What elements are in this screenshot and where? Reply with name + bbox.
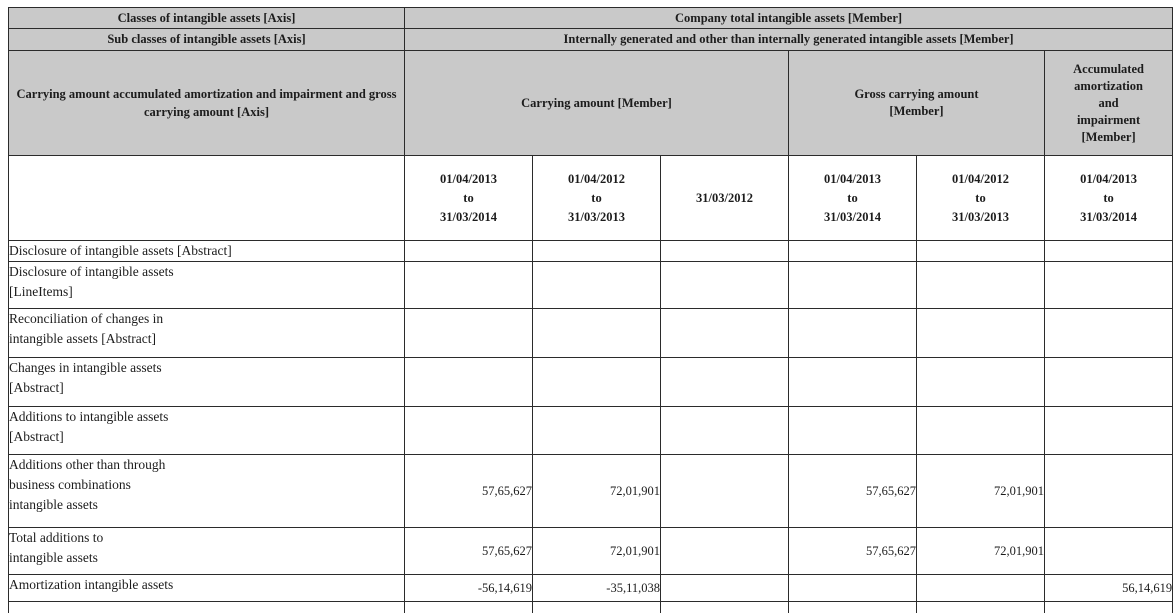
table-row: Disclosure of intangible assets [Abstrac… <box>8 240 1173 262</box>
value-cell: 56,14,619 <box>1043 574 1173 602</box>
internally-generated-member-label: Internally generated and other than inte… <box>403 28 1173 51</box>
row-label-cell: Reconciliation of changes in intangible … <box>8 308 405 358</box>
value-cell <box>788 406 917 455</box>
value-cell <box>660 601 789 613</box>
intangible-assets-disclosure-table: Classes of intangible assets [Axis] Comp… <box>8 7 1173 613</box>
value-cell <box>660 406 789 455</box>
header-row-periods: 01/04/2013 to 31/03/2014 01/04/2012 to 3… <box>8 155 1173 241</box>
value-cell <box>404 261 533 309</box>
value-cell <box>532 601 661 613</box>
period-header: 31/03/2012 <box>660 155 789 241</box>
table-row: Amortization intangible assets -56,14,61… <box>8 574 1173 602</box>
accumulated-amortization-member-label: Accumulated amortization and impairment … <box>1043 50 1173 156</box>
row-label-cell: Disclosure of intangible assets [LineIte… <box>8 261 405 309</box>
value-cell <box>1043 406 1173 455</box>
value-cell <box>788 574 917 602</box>
row-label-cell: Additions to intangible assets [Abstract… <box>8 406 405 455</box>
value-cell <box>916 574 1045 602</box>
value-cell <box>1043 240 1173 262</box>
value-cell <box>660 357 789 407</box>
value-cell <box>1043 527 1173 575</box>
table-row: Reconciliation of changes in intangible … <box>8 308 1173 358</box>
table-row: Total additions to intangible assets 57,… <box>8 527 1173 575</box>
value-cell <box>1043 261 1173 309</box>
value-cell <box>788 357 917 407</box>
row-label-cell: Disclosure of intangible assets [Abstrac… <box>8 240 405 262</box>
value-cell <box>788 240 917 262</box>
value-cell <box>916 240 1045 262</box>
value-cell <box>404 240 533 262</box>
table-row: Disclosure of intangible assets [LineIte… <box>8 261 1173 309</box>
value-cell <box>916 261 1045 309</box>
header-row-classes-axis: Classes of intangible assets [Axis] Comp… <box>8 7 1173 29</box>
value-cell: 57,65,627 <box>788 527 917 575</box>
value-cell <box>660 240 789 262</box>
value-cell <box>532 406 661 455</box>
table-row: Changes in intangible assets [Abstract] <box>8 357 1173 407</box>
period-header: 01/04/2012 to 31/03/2013 <box>916 155 1045 241</box>
value-cell: 57,65,627 <box>404 454 533 528</box>
value-cell <box>788 308 917 358</box>
value-cell <box>1043 308 1173 358</box>
subclasses-axis-label: Sub classes of intangible assets [Axis] <box>8 28 405 51</box>
header-row-measure-axis: Carrying amount accumulated amortization… <box>8 50 1173 156</box>
value-cell: 57,65,627 <box>788 454 917 528</box>
row-label-cell: Amortization intangible assets <box>8 574 405 602</box>
value-cell: 72,01,901 <box>916 527 1045 575</box>
value-cell <box>404 357 533 407</box>
value-cell <box>532 357 661 407</box>
row-label-cell <box>8 601 405 613</box>
period-header: 01/04/2012 to 31/03/2013 <box>532 155 661 241</box>
value-cell <box>916 601 1045 613</box>
value-cell <box>1043 601 1173 613</box>
value-cell <box>404 406 533 455</box>
value-cell: 57,65,627 <box>404 527 533 575</box>
company-total-member-label: Company total intangible assets [Member] <box>403 7 1173 29</box>
value-cell <box>532 308 661 358</box>
value-cell: -56,14,619 <box>404 574 533 602</box>
value-cell: -35,11,038 <box>532 574 661 602</box>
table-row: Additions to intangible assets [Abstract… <box>8 406 1173 455</box>
table-row <box>8 601 1173 613</box>
row-label-cell: Additions other than through business co… <box>8 454 405 528</box>
value-cell <box>660 574 789 602</box>
period-header: 01/04/2013 to 31/03/2014 <box>404 155 533 241</box>
value-cell <box>916 406 1045 455</box>
value-cell <box>660 261 789 309</box>
value-cell <box>660 308 789 358</box>
value-cell: 72,01,901 <box>532 454 661 528</box>
value-cell <box>532 261 661 309</box>
period-header: 01/04/2013 to 31/03/2014 <box>788 155 917 241</box>
value-cell: 72,01,901 <box>916 454 1045 528</box>
value-cell: 72,01,901 <box>532 527 661 575</box>
value-cell <box>1043 454 1173 528</box>
value-cell <box>660 527 789 575</box>
carrying-amount-member-label: Carrying amount [Member] <box>404 50 789 156</box>
value-cell <box>788 601 917 613</box>
period-header: 01/04/2013 to 31/03/2014 <box>1043 155 1173 241</box>
row-label-cell: Changes in intangible assets [Abstract] <box>8 357 405 407</box>
gross-carrying-amount-member-label: Gross carrying amount [Member] <box>788 50 1045 156</box>
measure-axis-label: Carrying amount accumulated amortization… <box>8 50 405 156</box>
value-cell <box>660 454 789 528</box>
value-cell <box>916 308 1045 358</box>
table-row: Additions other than through business co… <box>8 454 1173 528</box>
value-cell <box>1043 357 1173 407</box>
classes-axis-label: Classes of intangible assets [Axis] <box>8 7 405 29</box>
value-cell <box>788 261 917 309</box>
value-cell <box>916 357 1045 407</box>
period-row-empty-cell <box>8 155 405 241</box>
value-cell <box>532 240 661 262</box>
header-row-subclasses-axis: Sub classes of intangible assets [Axis] … <box>8 28 1173 51</box>
row-label-cell: Total additions to intangible assets <box>8 527 405 575</box>
value-cell <box>404 601 533 613</box>
value-cell <box>404 308 533 358</box>
